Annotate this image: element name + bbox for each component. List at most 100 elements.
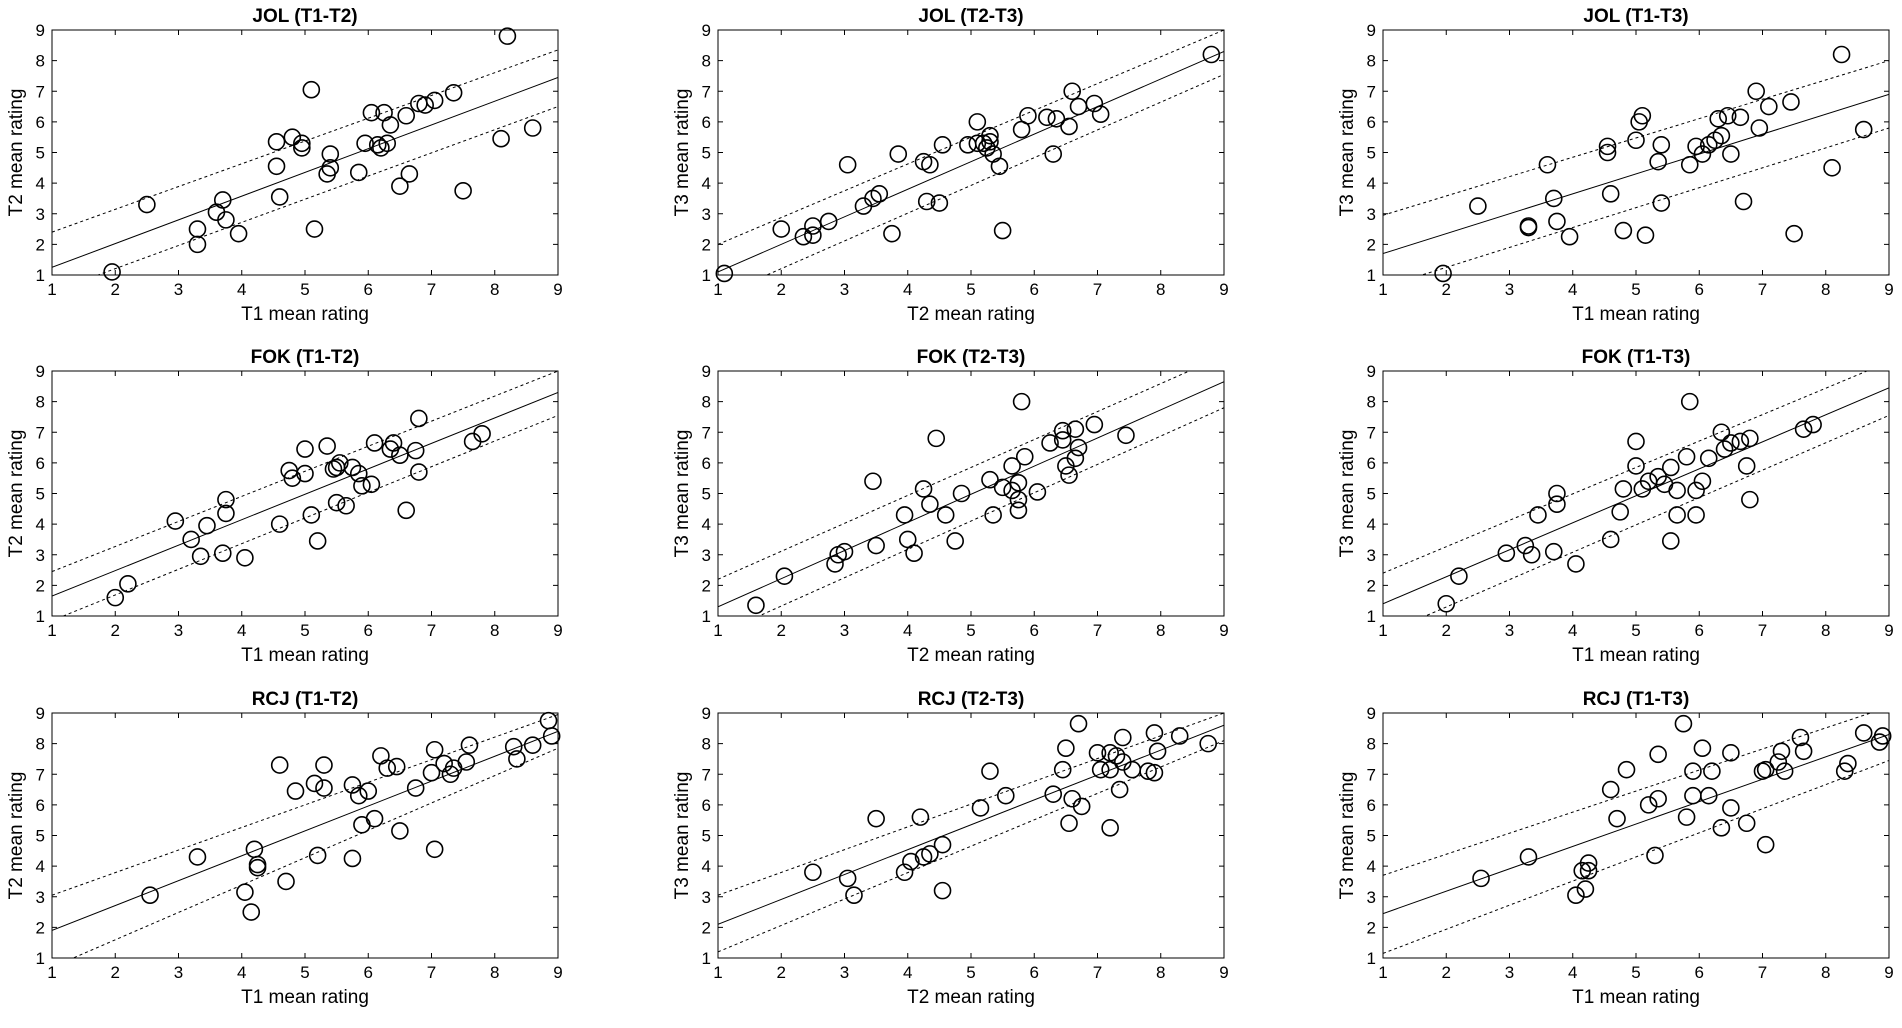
- data-point: [1538, 155, 1557, 174]
- data-point: [444, 83, 463, 102]
- data-point: [981, 762, 999, 780]
- x-tick-label: 1: [1378, 963, 1387, 982]
- data-point: [1715, 440, 1734, 458]
- data-point: [372, 139, 390, 157]
- data-point: [1601, 185, 1620, 203]
- data-point: [343, 458, 362, 477]
- x-tick-label: 5: [300, 963, 309, 982]
- x-tick-label: 1: [47, 280, 56, 299]
- ci-upper-line: [718, 713, 1224, 896]
- y-tick-label: 7: [702, 765, 711, 784]
- x-tick-label: 2: [777, 621, 786, 640]
- data-point: [867, 536, 885, 555]
- data-point: [198, 516, 216, 535]
- x-axis-label: T2 mean rating: [907, 645, 1035, 666]
- y-tick-label: 5: [702, 485, 711, 504]
- data-point: [381, 116, 400, 134]
- data-point: [1854, 120, 1873, 139]
- ci-lower-line: [1424, 414, 1889, 616]
- plot-frame: [51, 712, 559, 959]
- data-point: [308, 846, 327, 865]
- data-point: [1772, 742, 1791, 761]
- y-tick-label: 3: [702, 546, 711, 565]
- y-tick-label: 6: [702, 454, 711, 473]
- data-point: [270, 188, 289, 206]
- data-point: [1693, 739, 1712, 758]
- data-point: [772, 220, 791, 238]
- x-tick-label: 5: [300, 280, 309, 299]
- data-point: [1699, 786, 1718, 805]
- data-point: [1794, 742, 1813, 761]
- fit-lines: [52, 714, 558, 958]
- x-tick-label: 3: [174, 621, 183, 640]
- y-tick-label: 7: [36, 423, 45, 442]
- data-point: [1854, 724, 1873, 742]
- data-point: [425, 91, 444, 110]
- data-point: [1731, 108, 1750, 127]
- data-point: [166, 512, 185, 530]
- ci-upper-line: [718, 371, 1191, 580]
- data-point: [1057, 739, 1075, 758]
- y-axis-label: T3 mean rating: [1337, 430, 1358, 558]
- data-point: [1712, 423, 1731, 442]
- y-tick-label: 9: [1367, 21, 1376, 40]
- y-axis-label: T2 mean rating: [6, 89, 27, 217]
- data-point: [981, 470, 999, 489]
- x-tick-label: 9: [553, 963, 562, 982]
- y-tick-label: 4: [1367, 515, 1376, 534]
- data-point: [1608, 809, 1626, 828]
- data-point: [1737, 457, 1756, 475]
- x-tick-label: 9: [1884, 280, 1893, 299]
- data-point: [1114, 728, 1132, 747]
- data-point: [1661, 532, 1680, 550]
- y-tick-label: 1: [702, 607, 711, 626]
- scatter-panel-5: 1 2 3 4 5 6 7 8 9 1 2 3 4 5 6 7 8 9 FOK (T1-T3) T1 mean rat…: [1337, 347, 1894, 666]
- data-point: [119, 575, 137, 593]
- y-tick-label: 7: [1367, 82, 1376, 101]
- data-point: [826, 555, 844, 573]
- data-point: [1693, 472, 1712, 491]
- data-point: [804, 863, 822, 882]
- data-point: [1598, 137, 1617, 156]
- data-point: [883, 224, 901, 243]
- data-point: [1170, 727, 1189, 745]
- data-point: [1794, 420, 1813, 438]
- x-tick-label: 9: [1219, 621, 1228, 640]
- data-point: [1028, 483, 1047, 501]
- x-tick-label: 5: [966, 280, 975, 299]
- y-tick-label: 3: [36, 888, 45, 907]
- data-point: [990, 157, 1009, 176]
- data-point: [1548, 484, 1566, 503]
- y-tick-label: 8: [702, 393, 711, 412]
- data-point: [1627, 131, 1645, 150]
- data-point: [1003, 457, 1021, 475]
- y-tick-label: 4: [702, 174, 711, 193]
- data-point: [993, 221, 1012, 240]
- data-point: [245, 840, 264, 859]
- data-point: [542, 727, 561, 745]
- data-point: [981, 126, 999, 145]
- data-point: [1148, 742, 1167, 761]
- x-axis-label: T2 mean rating: [907, 987, 1035, 1008]
- panel-title: JOL (T1-T2): [252, 6, 357, 27]
- data-point: [1579, 861, 1598, 880]
- data-point: [242, 903, 261, 921]
- data-point: [1617, 760, 1636, 779]
- data-point: [1699, 449, 1718, 468]
- y-tick-label: 3: [702, 888, 711, 907]
- data-point: [1741, 429, 1759, 448]
- y-tick-label: 9: [702, 21, 711, 40]
- data-point: [504, 737, 523, 756]
- data-point: [1674, 714, 1693, 733]
- x-tick-label: 2: [111, 280, 120, 299]
- data-point: [1684, 786, 1702, 805]
- ci-lower-line: [765, 73, 1224, 275]
- x-tick-label: 6: [364, 280, 373, 299]
- y-tick-label: 4: [36, 174, 45, 193]
- data-point: [416, 96, 434, 114]
- data-point: [1614, 480, 1633, 498]
- data-point: [1734, 192, 1753, 211]
- x-tick-label: 9: [553, 280, 562, 299]
- y-tick-label: 3: [36, 546, 45, 565]
- data-point: [473, 424, 491, 443]
